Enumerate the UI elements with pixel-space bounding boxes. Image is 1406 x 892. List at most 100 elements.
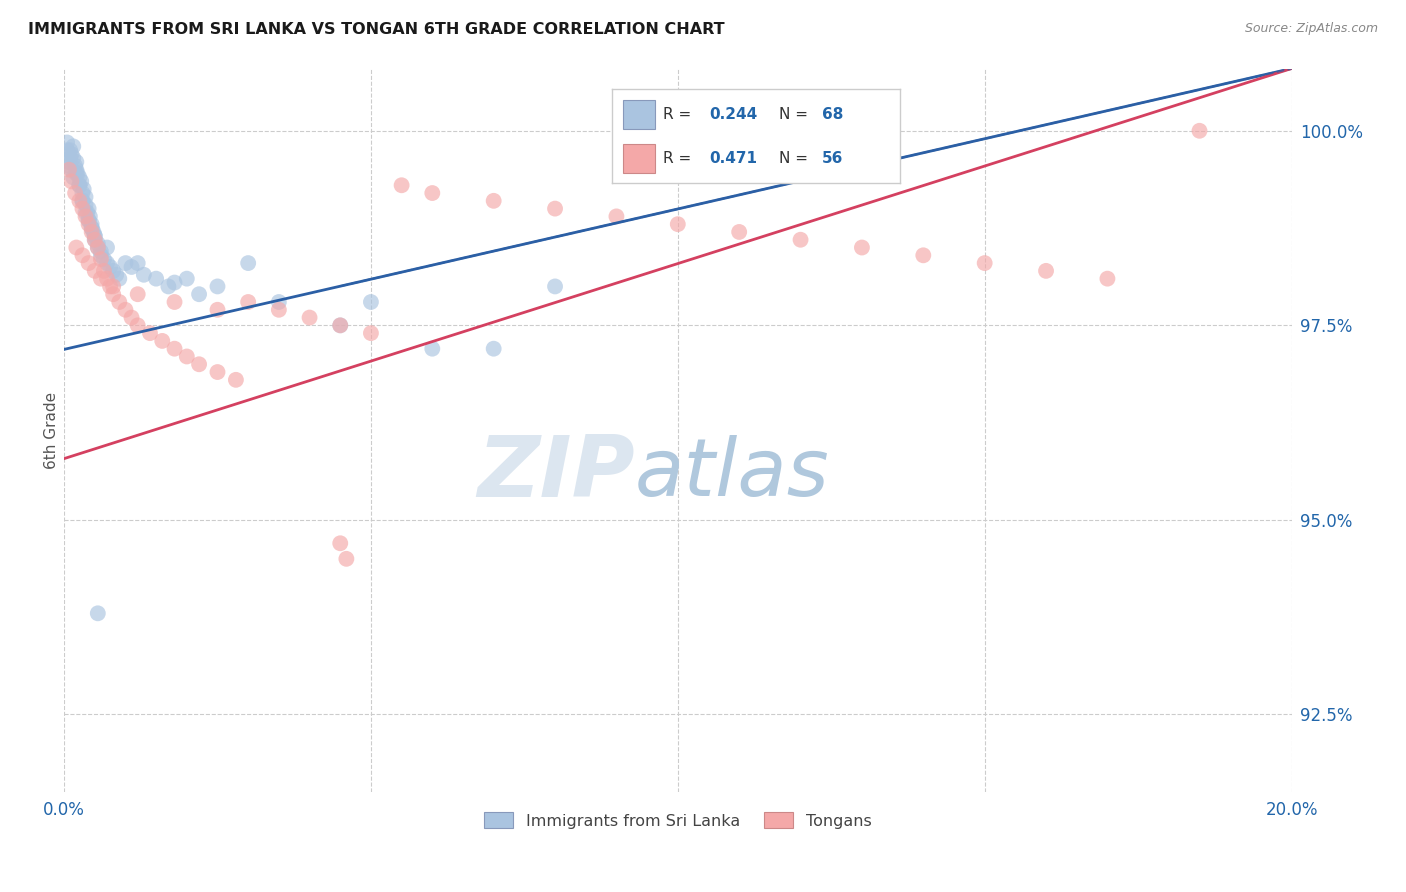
Text: N =: N = <box>779 151 813 166</box>
Point <box>666 217 689 231</box>
Point <box>163 342 186 356</box>
Point <box>67 178 90 193</box>
Point <box>90 252 112 267</box>
Point <box>335 551 357 566</box>
Point <box>150 334 173 348</box>
Point <box>108 295 131 310</box>
Point <box>114 302 136 317</box>
Point <box>420 342 443 356</box>
Point <box>1097 271 1119 285</box>
Point <box>101 264 124 278</box>
Point <box>163 276 186 290</box>
Point <box>60 174 83 188</box>
Text: 68: 68 <box>823 107 844 122</box>
Point <box>75 198 97 212</box>
Bar <box>623 144 655 173</box>
Point <box>101 279 124 293</box>
Point <box>789 233 811 247</box>
Point <box>83 225 105 239</box>
Point <box>83 228 105 243</box>
Point <box>77 213 100 227</box>
Point <box>60 162 83 177</box>
Point <box>127 318 149 333</box>
Point <box>76 205 98 219</box>
Point <box>391 178 413 193</box>
Point <box>63 186 86 200</box>
Point <box>544 202 567 216</box>
Point <box>127 287 149 301</box>
Legend: Immigrants from Sri Lanka, Tongans: Immigrants from Sri Lanka, Tongans <box>478 805 877 835</box>
Point <box>60 147 83 161</box>
Point <box>127 256 149 270</box>
Point <box>80 221 103 235</box>
Point <box>329 536 352 550</box>
Point <box>67 194 90 208</box>
Point <box>121 310 143 325</box>
Point <box>83 233 105 247</box>
Point <box>65 162 87 177</box>
Point <box>544 279 567 293</box>
Point <box>851 240 873 254</box>
Point <box>329 318 352 333</box>
Point <box>121 260 143 274</box>
Point <box>298 310 321 325</box>
Point <box>90 271 112 285</box>
Point <box>67 178 90 193</box>
Point <box>93 264 115 278</box>
Point <box>65 155 87 169</box>
Point <box>58 159 80 173</box>
Point <box>163 295 186 310</box>
Point <box>77 202 100 216</box>
Point <box>96 240 118 254</box>
Point <box>70 174 93 188</box>
Point <box>157 279 180 293</box>
Text: 0.471: 0.471 <box>710 151 758 166</box>
Text: 0.244: 0.244 <box>710 107 758 122</box>
Point <box>87 240 110 254</box>
Point <box>65 167 87 181</box>
Point <box>65 240 87 254</box>
Point <box>238 256 260 270</box>
Point <box>59 151 82 165</box>
Point <box>83 228 105 243</box>
Point <box>105 268 128 282</box>
Point <box>87 236 110 251</box>
Point <box>267 295 290 310</box>
Point <box>73 182 96 196</box>
Point <box>62 139 84 153</box>
Point <box>482 194 505 208</box>
Point <box>98 260 121 274</box>
Point <box>72 194 94 208</box>
Point <box>87 607 110 621</box>
Point <box>83 264 105 278</box>
Point <box>80 221 103 235</box>
Point <box>59 143 82 157</box>
Text: ZIP: ZIP <box>477 433 636 516</box>
Point <box>56 136 79 150</box>
Point <box>63 159 86 173</box>
Point <box>77 256 100 270</box>
Point <box>225 373 247 387</box>
Point <box>72 202 94 216</box>
Point <box>329 318 352 333</box>
Point <box>108 271 131 285</box>
Point <box>145 271 167 285</box>
Point <box>90 244 112 259</box>
Point <box>360 326 382 340</box>
Point <box>238 295 260 310</box>
Point <box>79 210 101 224</box>
Point <box>728 225 751 239</box>
Point <box>56 143 79 157</box>
Point <box>87 240 110 254</box>
Point <box>1035 264 1057 278</box>
Point <box>96 271 118 285</box>
Point <box>188 287 211 301</box>
Point <box>114 256 136 270</box>
Point <box>176 271 198 285</box>
Point <box>77 217 100 231</box>
Text: atlas: atlas <box>636 434 830 513</box>
Y-axis label: 6th Grade: 6th Grade <box>44 392 59 469</box>
Point <box>139 326 162 340</box>
Text: 56: 56 <box>823 151 844 166</box>
Point <box>75 210 97 224</box>
